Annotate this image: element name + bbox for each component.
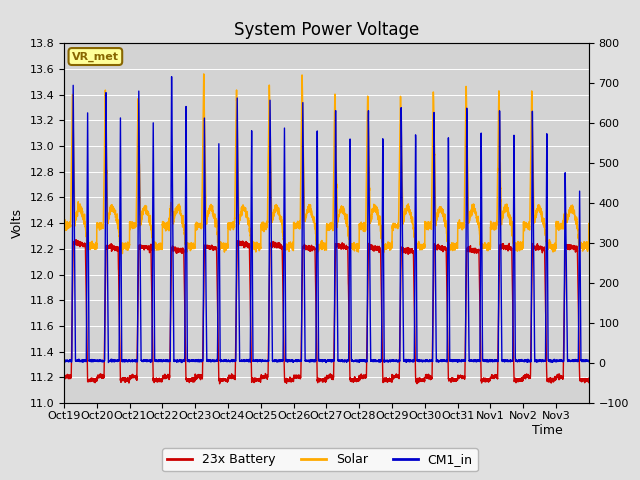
Title: System Power Voltage: System Power Voltage <box>234 21 419 39</box>
Legend: 23x Battery, Solar, CM1_in: 23x Battery, Solar, CM1_in <box>163 448 477 471</box>
CM1_in <box>79 358 86 363</box>
23x Battery <box>216 381 223 387</box>
Line: Solar: Solar <box>64 74 589 253</box>
Solar <box>118 251 126 256</box>
CM1_in <box>168 74 175 80</box>
Solar <box>79 214 86 220</box>
23x Battery <box>585 375 593 381</box>
Y-axis label: Volts: Volts <box>11 208 24 238</box>
Text: VR_met: VR_met <box>72 51 119 61</box>
23x Battery <box>79 241 86 247</box>
Solar <box>200 71 207 77</box>
Solar <box>262 224 269 230</box>
23x Battery <box>262 375 269 381</box>
CM1_in <box>262 358 269 363</box>
CM1_in <box>60 358 68 364</box>
CM1_in <box>461 358 468 364</box>
23x Battery <box>461 373 468 379</box>
CM1_in <box>585 358 593 364</box>
Solar <box>307 207 315 213</box>
CM1_in <box>307 357 315 362</box>
23x Battery <box>366 245 374 251</box>
Solar <box>366 215 374 220</box>
Solar <box>380 245 388 251</box>
Solar <box>461 202 468 208</box>
CM1_in <box>380 360 388 365</box>
CM1_in <box>178 360 186 365</box>
Text: Time: Time <box>532 424 563 437</box>
Line: CM1_in: CM1_in <box>64 77 589 362</box>
23x Battery <box>307 247 315 253</box>
Solar <box>585 221 593 227</box>
CM1_in <box>366 279 374 285</box>
Line: 23x Battery: 23x Battery <box>64 240 589 384</box>
Solar <box>60 222 68 228</box>
23x Battery <box>380 378 388 384</box>
23x Battery <box>72 237 80 242</box>
23x Battery <box>60 375 68 381</box>
